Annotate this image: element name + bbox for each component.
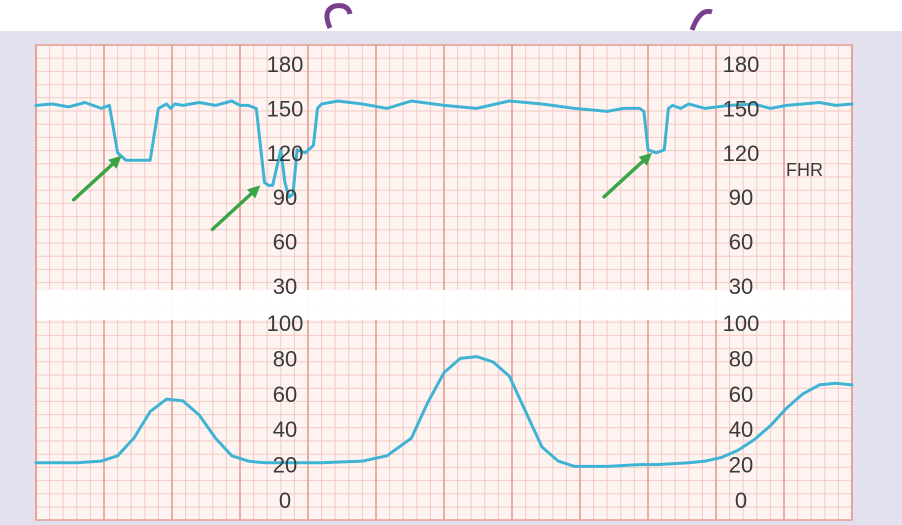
y-tick-label: 60 (273, 230, 297, 255)
cropped-title-fragment (324, 3, 713, 31)
arrow-head (638, 152, 653, 166)
y-tick-label: 100 (723, 311, 760, 336)
y-tick-label: 20 (729, 453, 753, 478)
y-tick-label: 60 (729, 382, 753, 407)
y-tick-label: 120 (267, 141, 304, 166)
grid (35, 44, 853, 521)
arrow-shaft (602, 155, 650, 199)
deceleration-arrow (602, 152, 653, 199)
arrow-shaft (71, 158, 120, 202)
y-tick-label: 120 (723, 141, 760, 166)
y-tick-label: 80 (273, 346, 297, 371)
top-strip (0, 0, 902, 31)
y-tick-label: 150 (723, 96, 760, 121)
deceleration-arrow (71, 155, 122, 202)
deceleration-arrow (210, 185, 261, 232)
series-line (34, 99, 854, 199)
y-tick-label: 30 (729, 274, 753, 299)
axis-labels: 180 150 120 90 60 30 180 150 120 90 60 30 100 80 60 40 2… (267, 52, 760, 513)
y-tick-label: 0 (735, 488, 747, 513)
y-tick-label: 40 (729, 417, 753, 442)
y-tick-label: 30 (273, 274, 297, 299)
y-tick-label: 100 (267, 311, 304, 336)
paper-border (35, 44, 853, 521)
y-tick-label: 0 (279, 488, 291, 513)
panel-separator (36, 290, 852, 320)
y-tick-label: 180 (267, 52, 304, 77)
y-tick-label: 80 (729, 346, 753, 371)
fhr-panel (34, 99, 854, 232)
y-tick-label: 60 (273, 382, 297, 407)
arrow-head (246, 185, 261, 199)
y-tick-label: 60 (729, 230, 753, 255)
series-line (34, 355, 854, 468)
arrow-head (108, 155, 122, 169)
y-tick-label: 40 (273, 417, 297, 442)
uc-panel (34, 355, 854, 468)
y-tick-label: 90 (729, 185, 753, 210)
y-tick-label: 180 (723, 52, 760, 77)
y-tick-label: 90 (273, 185, 297, 210)
y-tick-label: 150 (267, 96, 304, 121)
fhr-series-label: FHR (786, 160, 823, 180)
arrow-shaft (210, 187, 258, 232)
y-tick-label: 20 (273, 453, 297, 478)
